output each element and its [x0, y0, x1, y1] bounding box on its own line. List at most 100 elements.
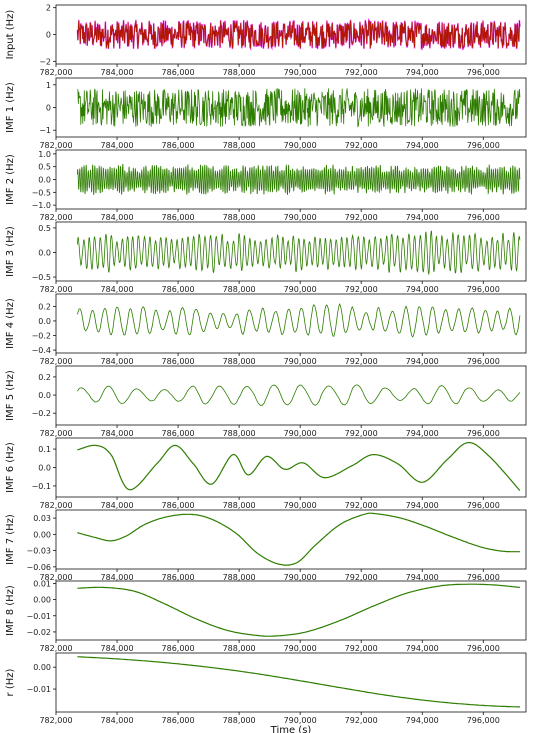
x-tick-label: 784,000 — [100, 141, 133, 150]
panel-imf4: 782,000 784,000 786,000 788,000 790,000 792,0… — [5, 293, 527, 366]
x-tick-label: 796,000 — [467, 141, 500, 150]
x-tick-label: 786,000 — [162, 501, 195, 510]
series-line — [77, 230, 521, 276]
x-tick-label: 792,000 — [345, 573, 378, 582]
x-tick-label: 782,000 — [39, 357, 72, 366]
y-tick-label: −0.06 — [26, 563, 51, 572]
x-tick-label: 792,000 — [345, 644, 378, 653]
x-tick-label: 796,000 — [467, 285, 500, 294]
y-tick-label: −0.2 — [32, 332, 51, 341]
panel-input: 782,000 784,000 786,000 788,000 790,000 792,0… — [5, 4, 527, 77]
x-tick-label: 796,000 — [467, 68, 500, 77]
x-tick-label: 782,000 — [39, 644, 72, 653]
x-tick-label: 790,000 — [284, 644, 317, 653]
x-tick-label: 786,000 — [162, 644, 195, 653]
x-tick-label: 786,000 — [162, 285, 195, 294]
x-tick-label: 786,000 — [162, 141, 195, 150]
x-tick-label: 792,000 — [345, 141, 378, 150]
x-tick-label: 792,000 — [345, 213, 378, 222]
y-tick-label: −0.5 — [32, 273, 51, 282]
x-tick-label: 786,000 — [162, 716, 195, 725]
x-tick-label: 794,000 — [406, 573, 439, 582]
x-tick-label: 794,000 — [406, 68, 439, 77]
x-tick-label: 788,000 — [223, 68, 256, 77]
x-tick-label: 794,000 — [406, 213, 439, 222]
x-tick-label: 792,000 — [345, 429, 378, 438]
x-tick-label: 784,000 — [100, 357, 133, 366]
x-tick-label: 782,000 — [39, 716, 72, 725]
x-tick-label: 782,000 — [39, 501, 72, 510]
y-tick-label: −0.4 — [32, 346, 51, 355]
x-tick-label: 782,000 — [39, 141, 72, 150]
x-tick-label: 792,000 — [345, 357, 378, 366]
y-axis-label: IMF 6 (Hz) — [5, 442, 16, 493]
y-axis-label: IMF 5 (Hz) — [5, 370, 16, 421]
series-line — [77, 442, 521, 491]
y-tick-label: 0.0 — [38, 464, 51, 473]
x-tick-label: 788,000 — [223, 716, 256, 725]
y-tick-label: 0.1 — [38, 445, 51, 454]
y-tick-label: −1.0 — [32, 201, 51, 210]
y-tick-label: 0.5 — [38, 163, 51, 172]
x-tick-label: 796,000 — [467, 213, 500, 222]
panel-imf2: 782,000 784,000 786,000 788,000 790,000 792,0… — [5, 149, 527, 222]
axes-frame — [55, 580, 527, 641]
y-tick-label: −0.5 — [32, 188, 51, 197]
y-tick-label: 0.03 — [33, 514, 51, 523]
x-tick-label: 790,000 — [284, 429, 317, 438]
x-tick-label: 790,000 — [284, 573, 317, 582]
y-tick-label: 1.0 — [38, 150, 51, 159]
y-tick-label: 0.00 — [33, 530, 51, 539]
series-line — [77, 583, 520, 637]
y-tick-label: 0.0 — [38, 391, 51, 400]
panel-imf1: 782,000 784,000 786,000 788,000 790,000 792,0… — [5, 77, 527, 150]
panel-imf7: 782,000 784,000 786,000 788,000 790,000 792,0… — [5, 509, 527, 582]
y-tick-label: −0.1 — [32, 482, 51, 491]
x-tick-label: 790,000 — [284, 501, 317, 510]
x-tick-label: 794,000 — [406, 501, 439, 510]
x-tick-label: 782,000 — [39, 213, 72, 222]
x-tick-label: 794,000 — [406, 644, 439, 653]
y-tick-label: 0.0 — [38, 248, 51, 257]
x-tick-label: 790,000 — [284, 213, 317, 222]
x-tick-label: 784,000 — [100, 716, 133, 725]
series-line — [77, 163, 521, 196]
series-line — [77, 303, 521, 338]
x-tick-label: 784,000 — [100, 213, 133, 222]
x-tick-label: 788,000 — [223, 644, 256, 653]
x-tick-label: 788,000 — [223, 141, 256, 150]
x-tick-label: 794,000 — [406, 716, 439, 725]
y-tick-label: 0.2 — [38, 302, 51, 311]
panel-imf8: 782,000 784,000 786,000 788,000 790,000 792,0… — [5, 579, 527, 653]
axes-frame — [55, 293, 527, 354]
x-tick-label: 784,000 — [100, 573, 133, 582]
x-tick-label: 790,000 — [284, 357, 317, 366]
axes-frame — [55, 509, 527, 570]
x-tick-label: 796,000 — [467, 429, 500, 438]
x-tick-label: 790,000 — [284, 285, 317, 294]
panel-imf6: 782,000 784,000 786,000 788,000 790,000 792,0… — [5, 437, 527, 510]
x-tick-label: 786,000 — [162, 429, 195, 438]
y-axis-label: IMF 3 (Hz) — [5, 226, 16, 277]
x-tick-label: 788,000 — [223, 501, 256, 510]
series-line — [77, 656, 520, 708]
axes-frame — [55, 221, 527, 282]
panel-imf3: 782,000 784,000 786,000 788,000 790,000 792,0… — [5, 221, 527, 294]
x-tick-label: 796,000 — [467, 573, 500, 582]
x-tick-label: 788,000 — [223, 213, 256, 222]
y-axis-label: IMF 1 (Hz) — [5, 82, 16, 133]
x-tick-label: 786,000 — [162, 357, 195, 366]
y-tick-label: 0.00 — [33, 663, 51, 672]
x-tick-label: 784,000 — [100, 501, 133, 510]
x-tick-label: 782,000 — [39, 429, 72, 438]
y-tick-label: 0.0 — [38, 176, 51, 185]
y-tick-label: 1 — [46, 81, 51, 90]
x-tick-label: 790,000 — [284, 716, 317, 725]
y-tick-label: −1 — [39, 126, 51, 135]
x-axis-label: Time (s) — [270, 725, 312, 733]
x-tick-label: 796,000 — [467, 644, 500, 653]
y-axis-label: IMF 2 (Hz) — [5, 154, 16, 205]
x-tick-label: 782,000 — [39, 68, 72, 77]
y-axis-label: IMF 4 (Hz) — [5, 298, 16, 349]
